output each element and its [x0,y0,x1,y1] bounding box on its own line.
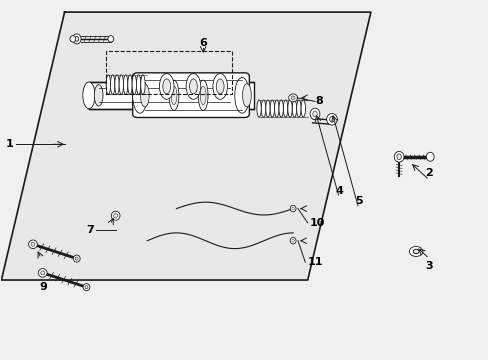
Ellipse shape [212,73,227,99]
Ellipse shape [292,100,296,117]
Ellipse shape [141,75,145,94]
Ellipse shape [289,238,295,244]
Ellipse shape [198,80,207,111]
Ellipse shape [408,247,422,256]
Text: 8: 8 [314,96,322,107]
Text: 10: 10 [309,218,325,228]
Ellipse shape [111,211,120,220]
Ellipse shape [31,242,35,246]
Ellipse shape [329,116,334,122]
Ellipse shape [82,82,95,109]
Ellipse shape [119,75,123,94]
Ellipse shape [290,96,294,100]
Ellipse shape [291,207,294,210]
Ellipse shape [108,36,114,42]
Ellipse shape [279,100,283,117]
Ellipse shape [326,113,337,125]
Ellipse shape [256,100,261,117]
Ellipse shape [234,77,249,113]
Ellipse shape [291,239,294,242]
Ellipse shape [426,152,433,161]
Ellipse shape [189,79,197,94]
Ellipse shape [163,79,170,94]
Ellipse shape [110,75,115,94]
Ellipse shape [123,75,127,94]
Text: 2: 2 [425,168,432,178]
Ellipse shape [140,84,149,107]
Ellipse shape [73,255,80,262]
Ellipse shape [85,285,88,289]
Ellipse shape [216,79,224,94]
Ellipse shape [115,75,119,94]
Ellipse shape [38,269,47,277]
Ellipse shape [169,80,179,111]
Ellipse shape [289,205,295,212]
Ellipse shape [171,86,177,105]
Ellipse shape [75,257,78,260]
Ellipse shape [70,36,76,42]
Ellipse shape [72,34,81,44]
Ellipse shape [127,75,132,94]
Ellipse shape [94,85,103,106]
Ellipse shape [41,271,44,275]
Text: 5: 5 [354,197,362,206]
Bar [89,82,254,109]
Text: 7: 7 [86,225,94,235]
Ellipse shape [136,75,141,94]
Ellipse shape [159,73,174,99]
Ellipse shape [274,100,278,117]
Ellipse shape [269,100,274,117]
Ellipse shape [393,152,403,162]
Text: 9: 9 [40,282,47,292]
Ellipse shape [114,213,117,218]
Ellipse shape [301,100,305,117]
Polygon shape [1,12,370,280]
Ellipse shape [265,100,269,117]
Text: 4: 4 [335,186,343,196]
Ellipse shape [283,100,287,117]
Ellipse shape [312,111,317,117]
Text: 3: 3 [425,261,432,271]
Ellipse shape [309,108,319,120]
Ellipse shape [186,73,201,99]
FancyBboxPatch shape [132,73,249,117]
Ellipse shape [261,100,265,117]
Ellipse shape [288,94,297,102]
Ellipse shape [412,249,418,253]
Ellipse shape [132,77,147,113]
Ellipse shape [29,240,37,249]
Ellipse shape [132,75,136,94]
Text: 1: 1 [6,139,14,149]
Ellipse shape [200,86,205,105]
Ellipse shape [83,284,90,291]
Ellipse shape [242,84,251,107]
Ellipse shape [106,75,110,94]
Text: 6: 6 [199,38,207,48]
Bar [106,51,232,94]
Ellipse shape [396,154,401,159]
Ellipse shape [296,100,301,117]
Ellipse shape [75,37,79,41]
Text: 11: 11 [307,257,323,267]
Ellipse shape [287,100,292,117]
